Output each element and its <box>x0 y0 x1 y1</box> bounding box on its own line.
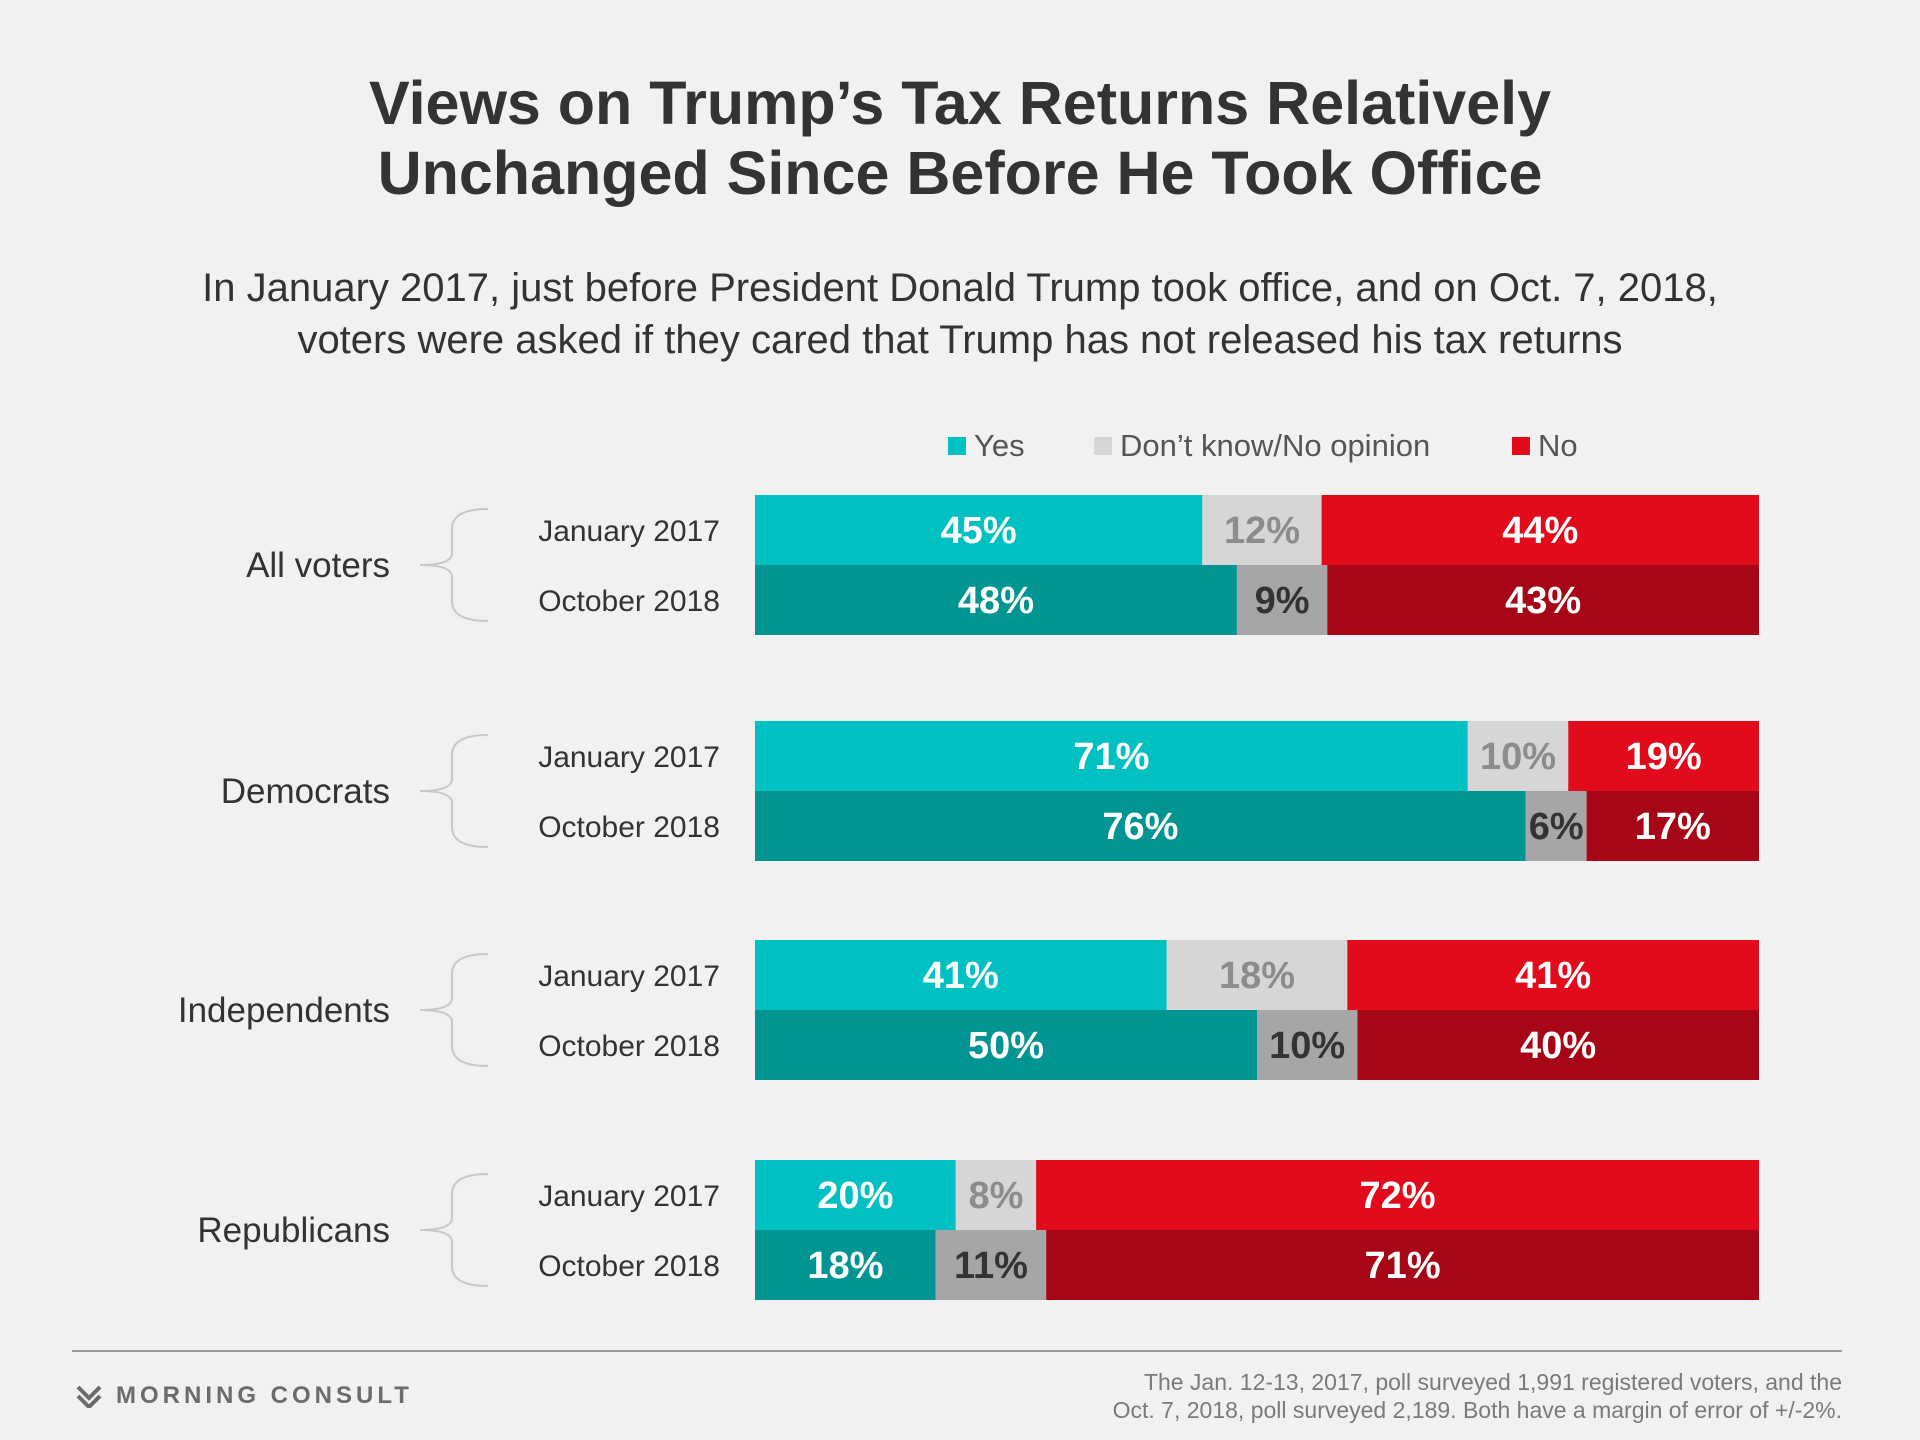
bar-segment-independents-january-2017-no <box>1347 940 1759 1010</box>
data-label-independents-january-2017-yes: 41% <box>923 955 999 997</box>
group-label-all-voters: All voters <box>246 546 390 585</box>
bar-segment-all-voters-october-2018-dont-know <box>1236 565 1328 635</box>
legend-item-no: No <box>1512 424 1578 468</box>
chart-title-line-1: Views on Trump’s Tax Returns Relatively <box>369 69 1551 137</box>
bar-segment-all-voters-january-2017-no <box>1321 495 1759 565</box>
data-label-all-voters-january-2017-dont-know: 12% <box>1224 510 1300 552</box>
legend-swatch-yes <box>948 437 966 455</box>
row-label-republicans-october-2018: October 2018 <box>538 1250 720 1283</box>
data-label-republicans-october-2018-yes: 18% <box>807 1245 883 1287</box>
data-label-republicans-october-2018-no: 71% <box>1365 1245 1441 1287</box>
group-label-independents: Independents <box>178 991 390 1030</box>
row-label-independents-october-2018: October 2018 <box>538 1030 720 1063</box>
bar-segment-republicans-october-2018-yes <box>755 1230 936 1300</box>
data-label-republicans-january-2017-dont-know: 8% <box>968 1175 1023 1217</box>
row-label-democrats-october-2018: October 2018 <box>538 811 720 844</box>
chart-title-line-2: Unchanged Since Before He Took Office <box>377 139 1543 207</box>
bar-segment-republicans-january-2017-dont-know <box>955 1160 1037 1230</box>
data-label-independents-october-2018-yes: 50% <box>968 1025 1044 1067</box>
data-label-all-voters-october-2018-dont-know: 9% <box>1255 580 1310 622</box>
group-bracket-republicans <box>419 1173 489 1287</box>
data-label-democrats-january-2017-dont-know: 10% <box>1480 736 1556 778</box>
chart-subtitle-line-1: In January 2017, just before President D… <box>202 266 1718 310</box>
footer-divider <box>72 1350 1842 1352</box>
bar-segment-all-voters-october-2018-yes <box>755 565 1237 635</box>
row-label-all-voters-january-2017: January 2017 <box>538 515 720 548</box>
data-label-independents-october-2018-dont-know: 10% <box>1269 1025 1345 1067</box>
bar-segment-independents-october-2018-no <box>1357 1010 1759 1080</box>
data-label-all-voters-october-2018-yes: 48% <box>958 580 1034 622</box>
bar-segment-independents-october-2018-yes <box>755 1010 1257 1080</box>
bar-segment-democrats-january-2017-no <box>1568 721 1759 791</box>
legend-swatch-no <box>1512 437 1530 455</box>
bar-segment-democrats-october-2018-no <box>1586 791 1759 861</box>
methodology-note-line-1: The Jan. 12-13, 2017, poll surveyed 1,99… <box>1143 1369 1842 1395</box>
data-label-democrats-october-2018-yes: 76% <box>1102 806 1178 848</box>
data-label-democrats-january-2017-no: 19% <box>1626 736 1702 778</box>
bar-segment-democrats-january-2017-yes <box>755 721 1468 791</box>
row-label-all-voters-october-2018: October 2018 <box>538 585 720 618</box>
group-bracket-democrats <box>419 734 489 848</box>
group-bracket-independents <box>419 953 489 1067</box>
group-label-democrats: Democrats <box>221 772 390 811</box>
bar-segment-republicans-october-2018-no <box>1046 1230 1759 1300</box>
data-label-democrats-january-2017-yes: 71% <box>1073 736 1149 778</box>
bar-segment-republicans-january-2017-no <box>1036 1160 1759 1230</box>
group-bracket-all-voters <box>419 508 489 622</box>
data-label-independents-january-2017-no: 41% <box>1515 955 1591 997</box>
row-label-democrats-january-2017: January 2017 <box>538 741 720 774</box>
bar-segment-democrats-october-2018-yes <box>755 791 1526 861</box>
chart-subtitle-line-2: voters were asked if they cared that Tru… <box>297 318 1623 362</box>
data-label-independents-january-2017-dont-know: 18% <box>1219 955 1295 997</box>
bar-segment-all-voters-october-2018-no <box>1327 565 1759 635</box>
data-label-democrats-october-2018-dont-know: 6% <box>1529 806 1584 848</box>
data-label-all-voters-january-2017-no: 44% <box>1502 510 1578 552</box>
data-label-republicans-january-2017-yes: 20% <box>817 1175 893 1217</box>
bar-segment-republicans-january-2017-yes <box>755 1160 956 1230</box>
bar-segment-republicans-october-2018-dont-know <box>935 1230 1047 1300</box>
legend-label-yes: Yes <box>974 428 1025 463</box>
methodology-note: The Jan. 12-13, 2017, poll surveyed 1,99… <box>1113 1368 1842 1424</box>
bar-segment-all-voters-january-2017-dont-know <box>1202 495 1322 565</box>
row-label-republicans-january-2017: January 2017 <box>538 1180 720 1213</box>
logo-text: MORNING CONSULT <box>116 1382 413 1409</box>
group-label-republicans: Republicans <box>197 1211 390 1250</box>
data-label-all-voters-october-2018-no: 43% <box>1505 580 1581 622</box>
row-label-independents-january-2017: January 2017 <box>538 960 720 993</box>
legend-item-dont-know: Don’t know/No opinion <box>1094 424 1430 468</box>
data-label-independents-october-2018-no: 40% <box>1520 1025 1596 1067</box>
bar-segment-independents-january-2017-dont-know <box>1166 940 1348 1010</box>
chart-title: Views on Trump’s Tax Returns Relatively … <box>0 68 1920 208</box>
bar-segment-all-voters-january-2017-yes <box>755 495 1203 565</box>
chart-legend: Yes Don’t know/No opinion No <box>0 424 1920 468</box>
legend-swatch-dont-know <box>1094 437 1112 455</box>
legend-label-dont-know: Don’t know/No opinion <box>1120 428 1431 463</box>
chart-subtitle: In January 2017, just before President D… <box>0 262 1920 366</box>
data-label-all-voters-january-2017-yes: 45% <box>941 510 1017 552</box>
methodology-note-line-2: Oct. 7, 2018, poll surveyed 2,189. Both … <box>1112 1397 1842 1423</box>
bar-segment-democrats-october-2018-dont-know <box>1525 791 1587 861</box>
bar-segment-independents-january-2017-yes <box>755 940 1167 1010</box>
morning-consult-logo-icon <box>76 1385 102 1408</box>
legend-item-yes: Yes <box>948 424 1025 468</box>
bar-segment-democrats-january-2017-dont-know <box>1467 721 1569 791</box>
legend-label-no: No <box>1538 428 1578 463</box>
morning-consult-logo: MORNING CONSULT <box>76 1382 413 1410</box>
data-label-republicans-january-2017-no: 72% <box>1360 1175 1436 1217</box>
bar-segment-independents-october-2018-dont-know <box>1257 1010 1358 1080</box>
data-label-republicans-october-2018-dont-know: 11% <box>954 1245 1028 1287</box>
data-label-democrats-october-2018-no: 17% <box>1635 806 1711 848</box>
